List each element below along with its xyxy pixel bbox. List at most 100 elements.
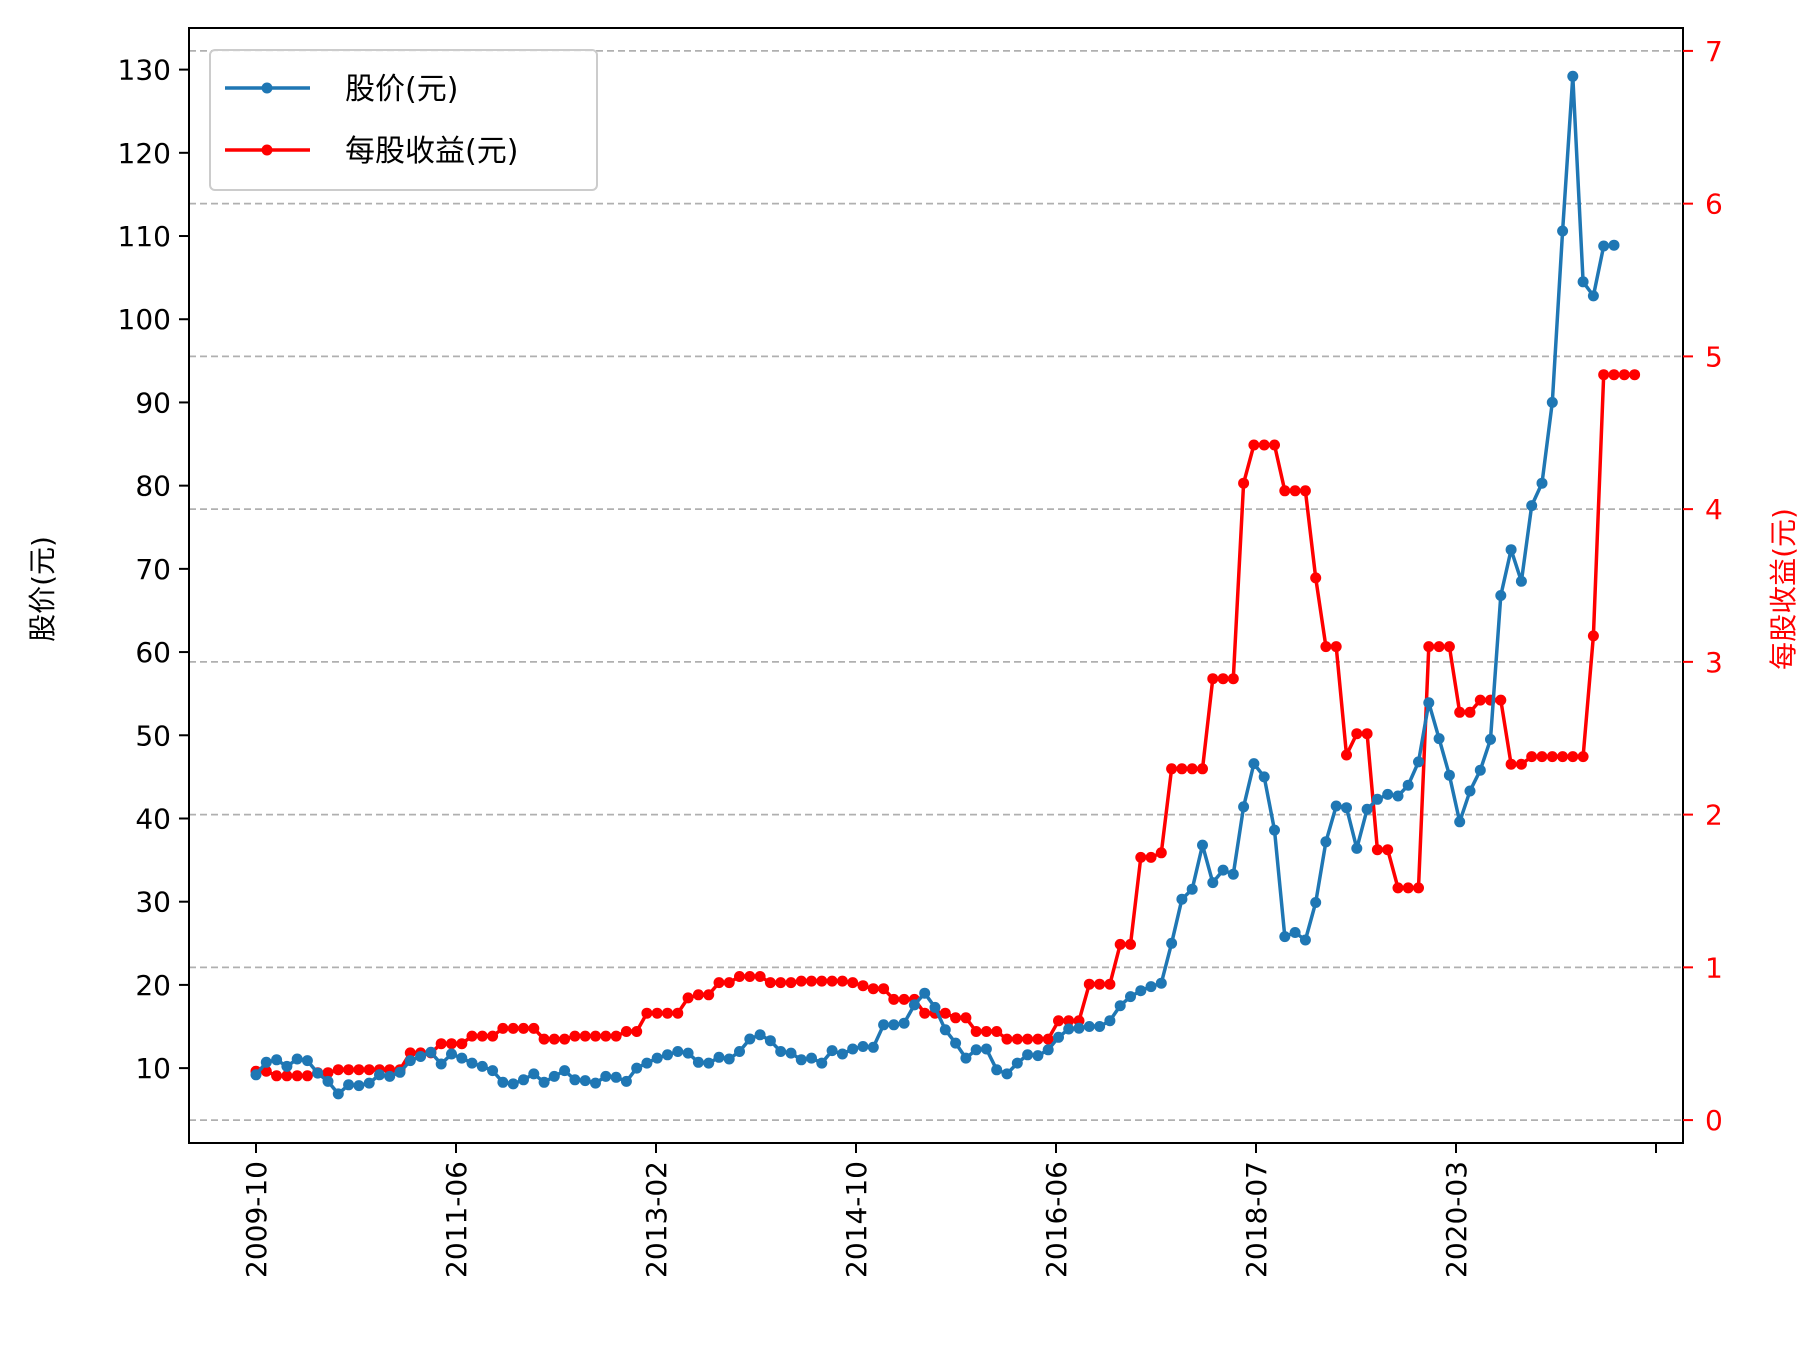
left-axis-tick-label: 20 (135, 969, 171, 1002)
price-point (1063, 1023, 1075, 1035)
price-point (1279, 931, 1291, 943)
price-point (1587, 290, 1599, 302)
price-point (1094, 1021, 1106, 1032)
price-point (559, 1065, 571, 1077)
price-point (960, 1052, 972, 1064)
price-point (908, 999, 920, 1011)
price-point (641, 1057, 653, 1069)
eps-point (1567, 751, 1579, 763)
price-point (291, 1053, 303, 1065)
price-point (1104, 1015, 1116, 1027)
price-point (682, 1047, 694, 1059)
price-point (281, 1060, 293, 1072)
price-point (1598, 240, 1610, 252)
price-point (744, 1033, 756, 1045)
price-point (713, 1051, 725, 1063)
eps-point (744, 971, 756, 982)
eps-point (1598, 369, 1610, 381)
price-point (867, 1041, 879, 1053)
price-point (353, 1080, 365, 1092)
price-point (1392, 790, 1404, 802)
eps-point (1515, 758, 1527, 770)
eps-point (795, 975, 807, 987)
eps-point (1454, 706, 1466, 718)
price-point (271, 1054, 283, 1066)
right-axis-tick-label: 1 (1705, 951, 1723, 984)
eps-point (1166, 763, 1178, 775)
right-y-axis: 0 1 2 3 4 5 6 7 (1683, 35, 1723, 1137)
price-point (1073, 1022, 1085, 1034)
price-point (651, 1052, 663, 1064)
legend-price-label: 股价(元) (345, 72, 458, 107)
price-point (734, 1046, 745, 1057)
price-point (487, 1065, 499, 1077)
price-point (775, 1046, 787, 1057)
left-axis-tick-label: 50 (135, 719, 171, 752)
left-axis-tick-label: 80 (135, 470, 171, 503)
eps-point (600, 1030, 612, 1042)
eps-point (1371, 844, 1383, 856)
price-point (1207, 877, 1219, 889)
price-point (723, 1053, 735, 1065)
eps-point (641, 1007, 653, 1019)
eps-point (1011, 1033, 1023, 1045)
price-point (795, 1054, 807, 1066)
eps-point (528, 1022, 540, 1034)
left-axis-tick-label: 40 (135, 802, 171, 835)
price-point (1217, 864, 1229, 876)
price-point (394, 1066, 406, 1078)
eps-point (713, 977, 725, 989)
price-point (507, 1078, 519, 1090)
left-axis-tick-label: 30 (135, 886, 171, 919)
price-point (703, 1057, 715, 1069)
price-point (662, 1049, 673, 1061)
price-point (1361, 803, 1373, 815)
price-point (939, 1024, 951, 1036)
price-point (1433, 733, 1445, 745)
eps-point (1042, 1033, 1054, 1045)
price-point (548, 1070, 560, 1082)
eps-point (734, 971, 745, 982)
price-point (1011, 1057, 1023, 1069)
price-point (610, 1071, 622, 1083)
price-point (312, 1067, 324, 1079)
eps-point (1330, 641, 1342, 653)
eps-point (1227, 673, 1239, 685)
price-point (1269, 824, 1280, 836)
eps-point (291, 1070, 303, 1082)
price-point (672, 1046, 684, 1057)
eps-point (764, 977, 776, 989)
eps-point (991, 1026, 1003, 1037)
eps-point (1104, 978, 1116, 990)
eps-point (353, 1064, 365, 1076)
right-axis-tick-label: 6 (1705, 188, 1723, 221)
price-point (1526, 500, 1538, 512)
price-point (1032, 1050, 1044, 1062)
eps-point (1197, 763, 1208, 775)
price-point (569, 1074, 581, 1086)
eps-point (569, 1030, 581, 1042)
price-point (764, 1035, 776, 1047)
price-point (1155, 977, 1167, 989)
eps-point (466, 1030, 478, 1042)
price-point (538, 1076, 550, 1088)
price-point (1567, 70, 1579, 82)
price-point (446, 1048, 457, 1060)
legend-eps-marker (261, 144, 273, 156)
price-point (970, 1044, 982, 1056)
eps-point (785, 977, 797, 989)
price-point (1083, 1021, 1095, 1032)
price-point (1351, 842, 1363, 854)
price-point (1197, 839, 1208, 851)
eps-point (548, 1033, 560, 1045)
price-point (1186, 883, 1198, 895)
price-point (1341, 802, 1352, 814)
eps-point (1032, 1033, 1044, 1045)
eps-point (343, 1064, 355, 1076)
eps-point (898, 993, 910, 1005)
price-point (980, 1043, 992, 1055)
left-axis-tick-label: 120 (118, 137, 171, 170)
price-point (600, 1070, 612, 1082)
eps-point (980, 1026, 992, 1037)
price-point (1053, 1031, 1064, 1043)
